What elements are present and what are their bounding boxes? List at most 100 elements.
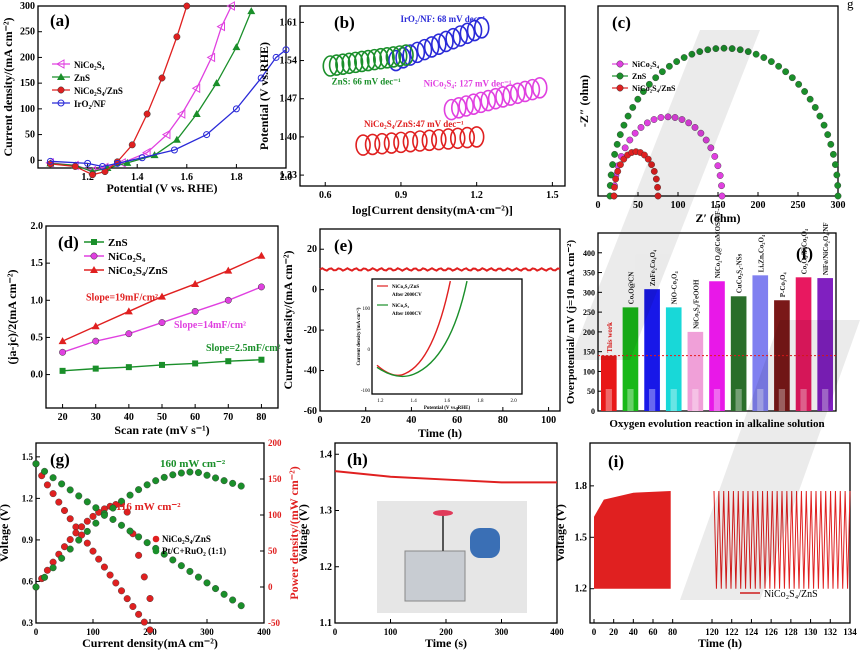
voltage-point: [143, 539, 151, 547]
power-point: [143, 481, 151, 489]
tafel-ring: [449, 127, 466, 150]
x-axis-title: Time (h): [698, 636, 742, 650]
legend-marker: [152, 535, 160, 543]
legend-label: ZnS: [108, 237, 128, 249]
y-tick-label: 2.0: [31, 221, 44, 232]
panel-label: (d): [58, 233, 79, 252]
voltage-point: [109, 515, 117, 523]
bar-category-label: CuCo₂S₄-NSs: [736, 253, 744, 293]
stability-line: [319, 267, 561, 272]
x-tick-label: 80: [256, 412, 266, 423]
voltage-point: [41, 467, 49, 475]
bar-category-label: P-Co₃O₄: [779, 272, 787, 298]
eis-point: [650, 167, 658, 175]
voltage-point: [49, 474, 57, 482]
eis-point: [702, 136, 710, 144]
power-point: [177, 469, 185, 477]
eis-point: [611, 150, 619, 158]
y-tick-label: 1.3: [320, 506, 333, 517]
power-point: [100, 511, 108, 519]
power-point: [146, 595, 154, 603]
plot-frame-a: [37, 5, 287, 169]
x-tick-label: 30: [91, 412, 101, 423]
data-point: [138, 154, 146, 162]
x-tick-label: 122: [725, 627, 739, 637]
y-tick-label: 1.1: [320, 618, 333, 629]
panel-label: (f): [796, 244, 813, 263]
tafel-ring: [487, 87, 504, 110]
y-tick-label: 1.2: [575, 584, 588, 595]
y2-tick-label: 200: [268, 438, 282, 448]
data-point: [158, 319, 166, 327]
voltage-point: [135, 610, 143, 618]
bar-shadow: [670, 389, 677, 411]
eis-point: [704, 46, 712, 54]
inset-legend-label: NiCo₂S₄/ZnS: [392, 285, 419, 290]
voltage-point: [95, 555, 103, 563]
bar-category-label: NiCo₂S₄/FeOOH: [692, 279, 700, 329]
data-point: [92, 337, 100, 345]
x-tick-label: 134: [843, 627, 857, 637]
eis-point: [820, 121, 828, 129]
tafel-ring: [391, 45, 408, 67]
power-point: [123, 508, 131, 516]
data-point: [191, 279, 200, 287]
data-point: [46, 157, 54, 165]
bar: [752, 275, 769, 411]
bar-category-label: CoₓO@CN: [627, 272, 635, 305]
eis-point: [767, 58, 775, 65]
x-tick-label: 1.2: [81, 172, 94, 183]
bar-shadow: [692, 389, 699, 411]
eis-point: [697, 129, 705, 137]
y-tick-label: 250: [583, 308, 595, 317]
data-point: [59, 348, 67, 356]
data-point: [91, 322, 100, 330]
slope-annotation: Slope=14mF/cm²: [174, 320, 246, 331]
power-point: [66, 545, 74, 553]
legend-label: NiCo₂S₄/ZnS: [74, 86, 123, 96]
y-axis-title: (ja-jc)/2(mA cm⁻²): [5, 270, 19, 365]
inset-x-tick-label: 1.8: [477, 399, 484, 404]
eis-point: [650, 116, 658, 123]
legend-label: IrO₂/NF: [74, 99, 106, 109]
x-tick-label: 0: [592, 627, 597, 637]
power-point: [109, 504, 117, 512]
y-tick-label: 1.8: [575, 481, 588, 492]
eis-point: [688, 50, 696, 58]
tafel-ring: [459, 126, 476, 149]
tafel-ring: [459, 22, 476, 45]
eis-point: [614, 167, 622, 175]
bar: [795, 277, 812, 411]
panel-label: (a): [50, 11, 70, 30]
x-tick-label: 1.8: [230, 172, 243, 183]
panel-label: (c): [612, 13, 631, 32]
data-point: [272, 53, 280, 61]
voltage-point: [135, 533, 143, 541]
eis-point: [833, 171, 841, 179]
bar: [774, 300, 790, 411]
x-tick-label: 50: [157, 412, 167, 423]
eis-point: [612, 175, 620, 183]
tafel-ring: [465, 93, 482, 115]
bar-shadow: [605, 389, 612, 411]
inset-x-tick-label: 1.4: [411, 399, 418, 404]
bar: [687, 331, 704, 411]
tafel-ring: [383, 132, 400, 154]
voltage-point: [140, 618, 148, 626]
x-tick-label: 200: [751, 200, 766, 211]
voltage-point: [43, 481, 51, 489]
voltage-point: [126, 527, 134, 535]
y-tick-label: 100: [20, 104, 35, 115]
y-tick-label: 1.61: [280, 17, 298, 28]
inset-legend-label: NiCo₂S₄: [392, 304, 409, 309]
voltage-point: [66, 486, 74, 494]
data-point: [282, 46, 290, 54]
series-line: [50, 49, 287, 168]
eis-point: [657, 114, 665, 121]
x-axis-title: Current density(mA cm⁻²): [82, 636, 218, 650]
x-tick-label: 1.2: [470, 190, 483, 201]
data-point: [143, 110, 151, 118]
data-point: [183, 2, 191, 10]
x-tick-label: 70: [223, 412, 233, 423]
y-tick-label: 300: [20, 1, 35, 12]
